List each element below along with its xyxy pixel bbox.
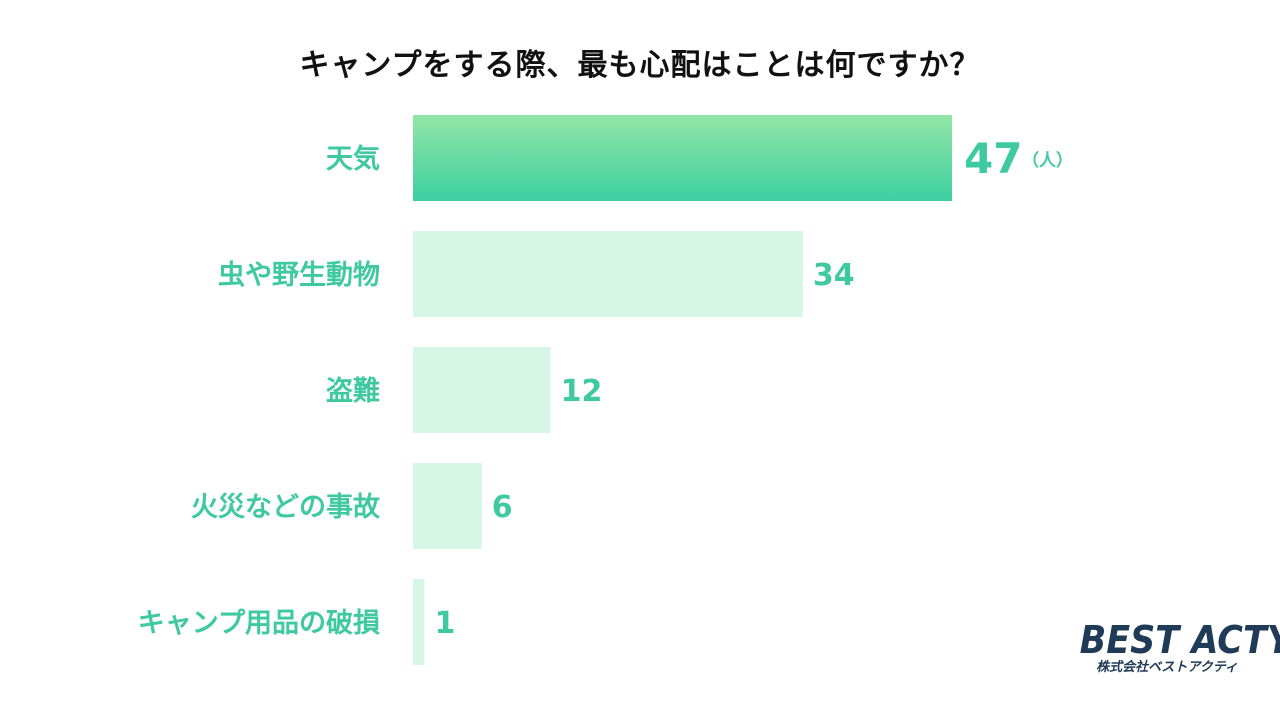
- value-label-1: 47: [964, 134, 1022, 183]
- logo-name: BEST ACTY: [1079, 618, 1280, 662]
- category-label-1: 天気: [326, 143, 380, 175]
- value-label-2: 34: [813, 258, 855, 293]
- value-label-4: 6: [492, 490, 513, 525]
- bar-4: [413, 463, 482, 549]
- bar-2: [413, 231, 803, 317]
- category-label-2: 虫や野生動物: [218, 260, 380, 291]
- value-label-3: 12: [561, 374, 603, 409]
- bar-3: [413, 347, 551, 433]
- chart-title: キャンプをする際、最も心配はことは何ですか？: [299, 48, 981, 83]
- bar-1: [413, 115, 952, 201]
- bar-5: [413, 579, 425, 665]
- logo-subtitle: 株式会社ベストアクティ: [1096, 660, 1238, 675]
- unit-label: （人）: [1022, 150, 1073, 171]
- category-label-3: 盗難: [326, 376, 380, 407]
- company-logo: BEST ACTY 株式会社ベストアクティ: [1072, 618, 1280, 676]
- value-label-5: 1: [434, 606, 455, 641]
- category-label-4: 火災などの事故: [191, 492, 380, 523]
- bars-group: 天気 47 （人） 虫や野生動物 34 盗難 12 火災などの事故 6 キャンプ用品の破損 1: [138, 115, 1073, 665]
- category-label-5: キャンプ用品の破損: [138, 608, 380, 639]
